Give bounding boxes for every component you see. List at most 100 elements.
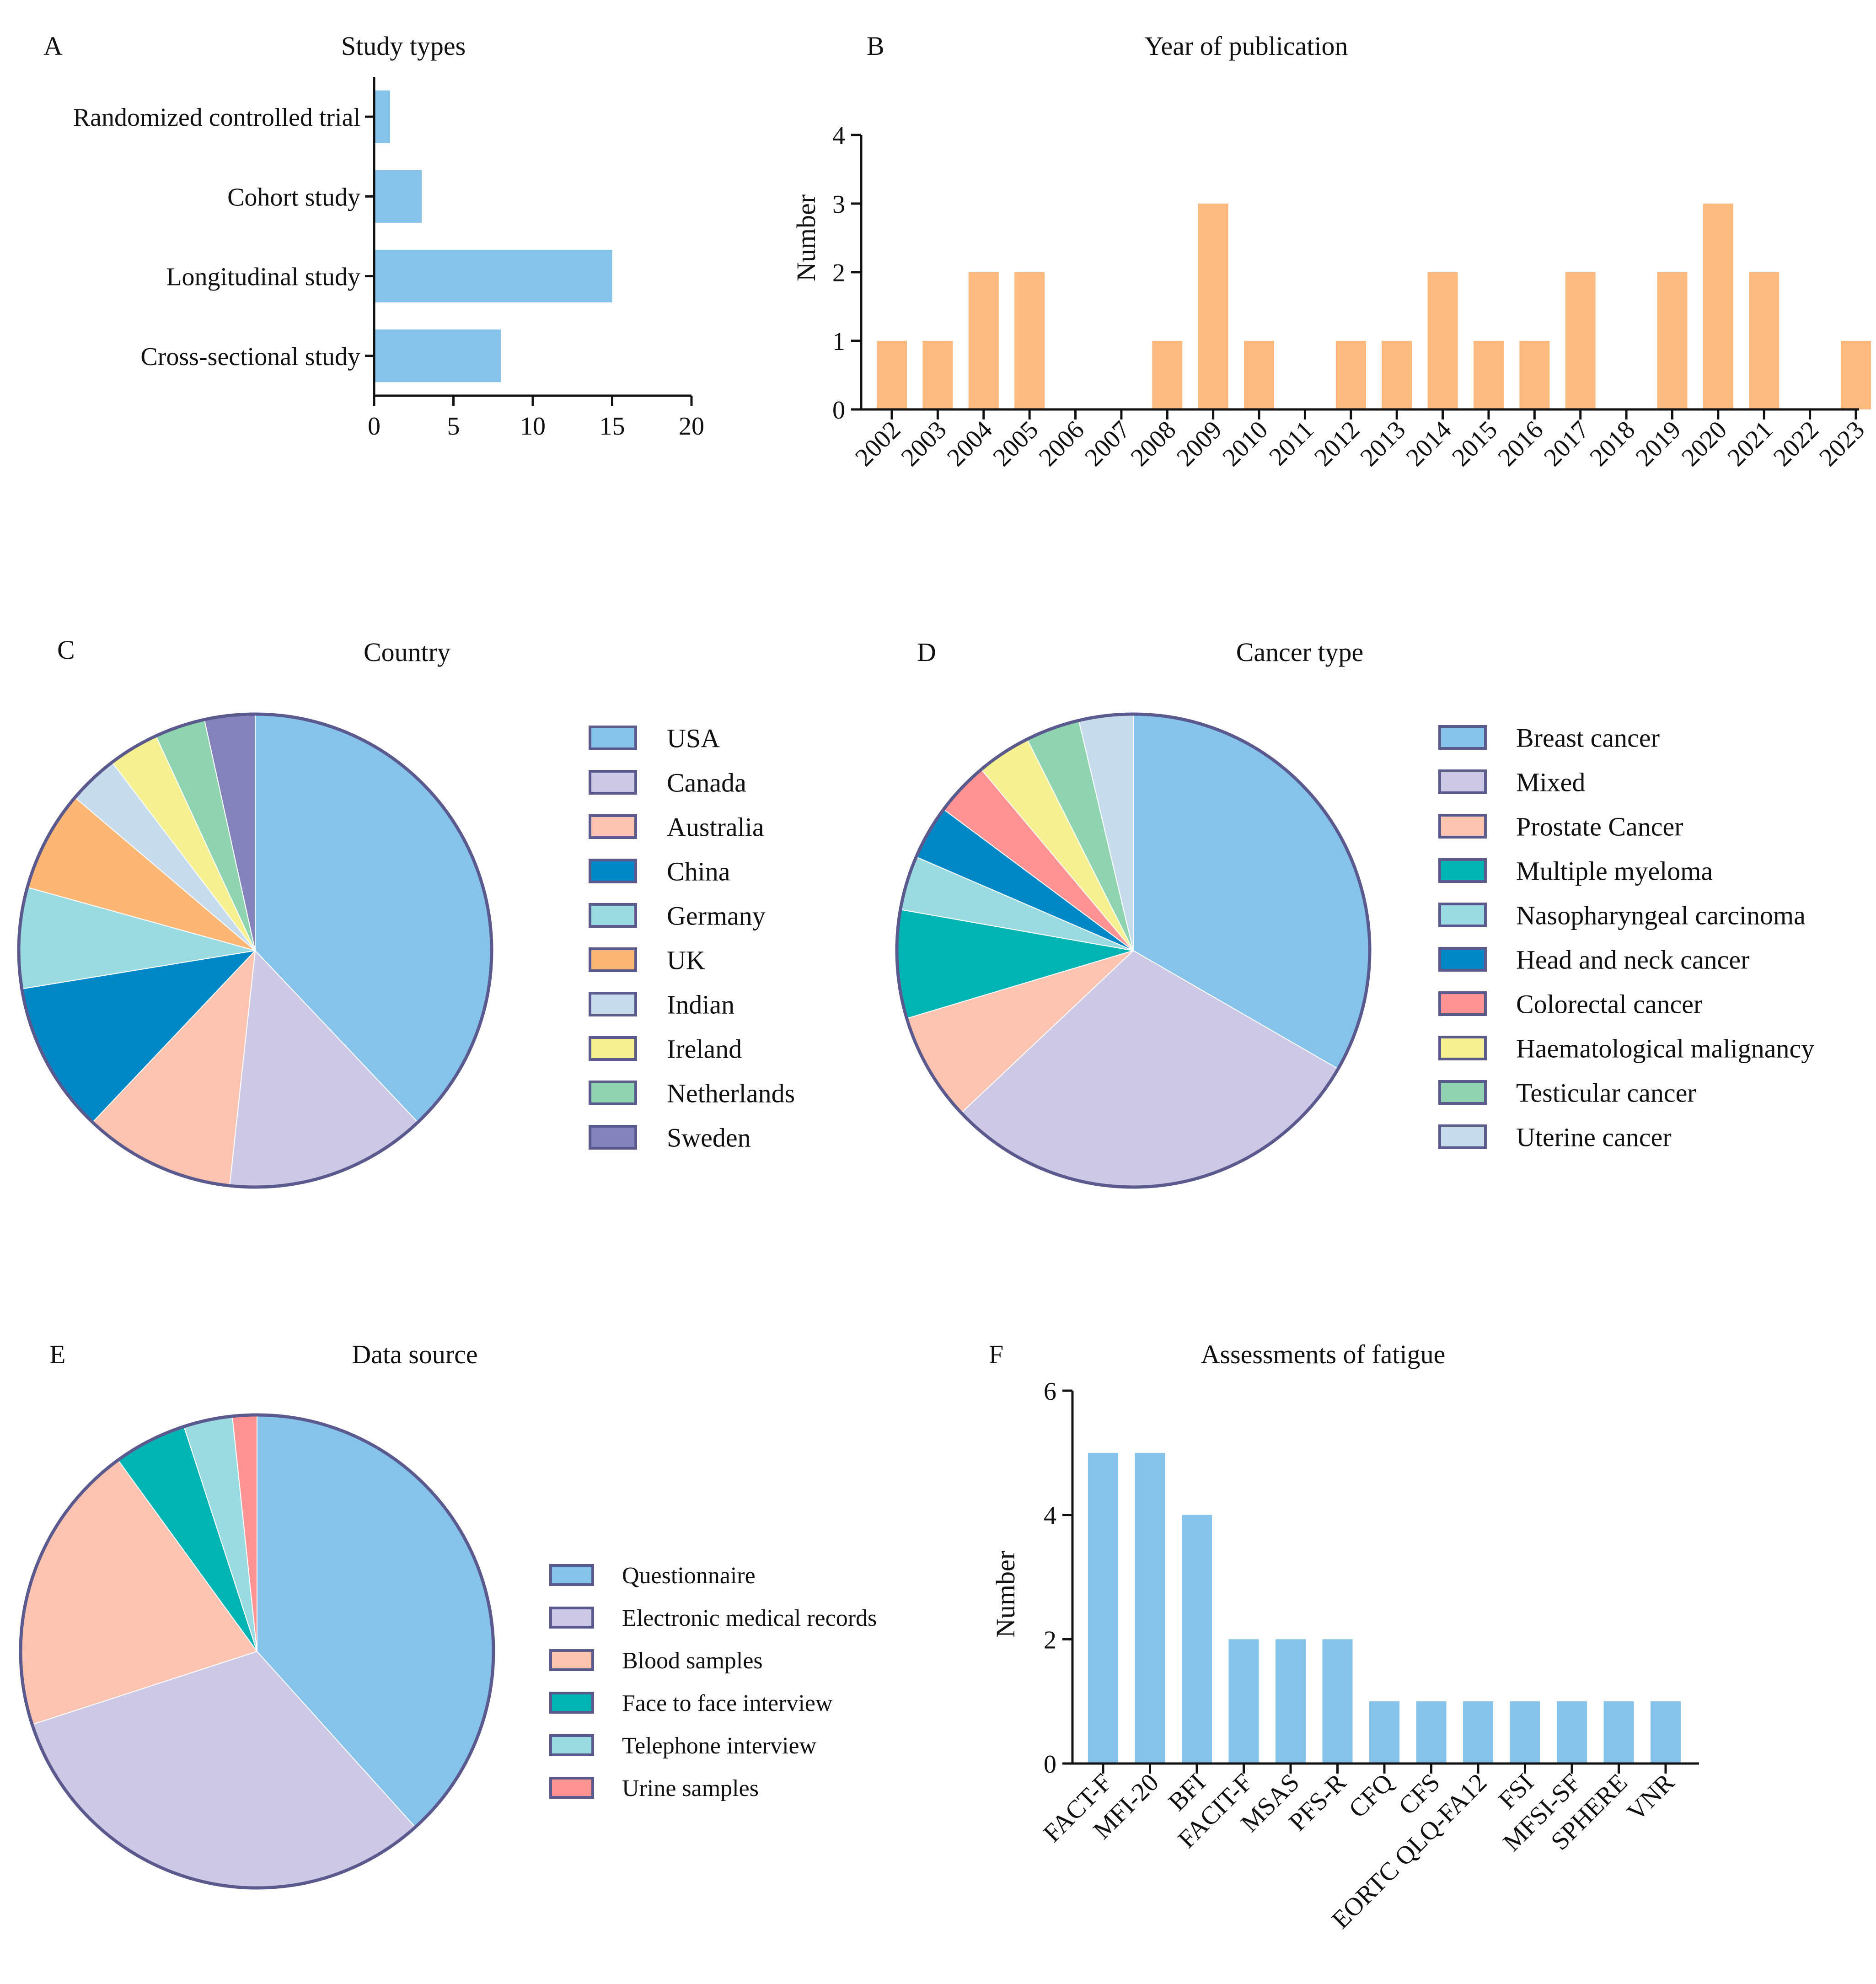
- y-tick-label: 2: [1044, 1626, 1056, 1654]
- legend-swatch-multiple-myeloma: [1438, 858, 1487, 883]
- legend-label-netherlands: Netherlands: [667, 1078, 795, 1108]
- x-tick-label: 2010: [1217, 415, 1273, 472]
- legend-label-face-to-face-interview: Face to face interview: [622, 1690, 833, 1716]
- bar-mfsi-sf: [1557, 1701, 1587, 1764]
- y-tick-label: 6: [1044, 1377, 1056, 1406]
- y-tick-label: 0: [1044, 1750, 1056, 1779]
- bar-2019: [1657, 272, 1688, 409]
- category-label: Randomized controlled trial: [73, 103, 360, 132]
- bar-sphere: [1603, 1701, 1634, 1764]
- pie-outline: [895, 712, 1372, 1189]
- bar-2015: [1473, 341, 1504, 409]
- legend-label-testicular-cancer: Testicular cancer: [1516, 1078, 1696, 1108]
- legend-label-uk: UK: [667, 945, 705, 975]
- legend-swatch-head-and-neck-cancer: [1438, 947, 1487, 972]
- x-tick-label: CFQ: [1343, 1768, 1399, 1823]
- legend-label-telephone-interview: Telephone interview: [622, 1733, 817, 1759]
- legend-swatch-usa: [589, 726, 637, 750]
- bar-pfs-r: [1322, 1639, 1353, 1764]
- x-tick-label: 5: [447, 412, 460, 441]
- panel-e-title: Data source: [352, 1339, 477, 1369]
- bar-randomized-controlled-trial: [374, 90, 390, 143]
- legend-label-prostate-cancer: Prostate Cancer: [1516, 812, 1683, 841]
- legend-swatch-germany: [589, 903, 637, 928]
- legend-swatch-mixed: [1438, 769, 1487, 794]
- legend-label-breast-cancer: Breast cancer: [1516, 723, 1660, 753]
- x-tick-label: 2013: [1355, 415, 1411, 472]
- bar-2003: [922, 341, 953, 409]
- panel-a-letter: A: [43, 31, 63, 61]
- legend-swatch-telephone-interview: [549, 1734, 594, 1756]
- legend-label-ireland: Ireland: [667, 1034, 742, 1064]
- legend-label-electronic-medical-records: Electronic medical records: [622, 1605, 877, 1631]
- x-tick-label: 2014: [1401, 415, 1457, 472]
- legend-swatch-canada: [589, 770, 637, 795]
- legend-swatch-sweden: [589, 1125, 637, 1150]
- x-tick-label: 2005: [987, 415, 1044, 472]
- legend-label-china: China: [667, 856, 730, 886]
- chart-country: USA Canada Australia China Germany UK Indian Ir…: [17, 712, 795, 1189]
- panel-e-letter: E: [49, 1339, 65, 1369]
- bar-cohort-study: [374, 170, 422, 223]
- legend-label-canada: Canada: [667, 768, 746, 797]
- x-tick-label: 0: [368, 412, 381, 441]
- bar-2023: [1841, 341, 1871, 409]
- x-tick-label: 2019: [1630, 415, 1687, 472]
- panel-f-title: Assessments of fatigue: [1201, 1339, 1446, 1369]
- x-tick-label: 2016: [1492, 415, 1549, 472]
- bar-2020: [1703, 204, 1733, 409]
- panel-b-letter: B: [867, 31, 884, 61]
- x-tick-label: 20: [679, 412, 704, 441]
- x-tick-label: 2021: [1722, 415, 1778, 472]
- legend-label-uterine-cancer: Uterine cancer: [1516, 1122, 1672, 1152]
- legend-label-germany: Germany: [667, 901, 766, 930]
- legend-label-questionnaire: Questionnaire: [622, 1563, 756, 1589]
- chart-data-source: Questionnaire Electronic medical records B…: [19, 1413, 877, 1890]
- chart-assessments-of-fatigue: FACT-FMFI-20BFIFACIT-FMSASPFS-RCFQCFSEOR…: [1038, 1377, 1699, 1934]
- bar-eortc-qlq-fa12: [1463, 1701, 1493, 1764]
- bar-cfs: [1416, 1701, 1447, 1764]
- panel-a-title: Study types: [341, 31, 466, 61]
- legend-label-haematological-malignancy: Haematological malignancy: [1516, 1033, 1814, 1063]
- legend-label-usa: USA: [667, 723, 720, 753]
- pie-outline: [17, 712, 493, 1189]
- x-tick-label: 2004: [942, 415, 998, 472]
- x-tick-label: 2008: [1125, 415, 1181, 472]
- legend-swatch-blood-samples: [549, 1649, 594, 1671]
- legend-swatch-prostate-cancer: [1438, 814, 1487, 839]
- panel-d-title: Cancer type: [1236, 637, 1364, 667]
- bar-2014: [1427, 272, 1458, 409]
- panel-f-letter: F: [989, 1339, 1003, 1369]
- bar-2010: [1244, 341, 1275, 409]
- legend-swatch-breast-cancer: [1438, 725, 1487, 750]
- x-tick-label: VNR: [1622, 1768, 1680, 1827]
- y-tick-label: 2: [832, 259, 845, 287]
- legend-swatch-testicular-cancer: [1438, 1080, 1487, 1105]
- x-tick-label: 2012: [1309, 415, 1365, 472]
- legend-label-multiple-myeloma: Multiple myeloma: [1516, 856, 1713, 886]
- x-tick-label: 2009: [1171, 415, 1227, 472]
- bar-msas: [1276, 1639, 1306, 1764]
- bar-2012: [1335, 341, 1366, 409]
- x-tick-label: 2003: [896, 415, 952, 472]
- bar-fact-f: [1088, 1452, 1118, 1764]
- panel-d-letter: D: [917, 637, 936, 667]
- panel-b-title: Year of publication: [1144, 31, 1348, 61]
- legend-label-mixed: Mixed: [1516, 767, 1585, 797]
- y-tick-label: 4: [832, 122, 845, 150]
- x-tick-label: 2011: [1264, 415, 1319, 471]
- legend-label-nasopharyngeal-carcinoma: Nasopharyngeal carcinoma: [1516, 900, 1806, 930]
- legend-swatch-china: [589, 859, 637, 883]
- bar-bfi: [1182, 1515, 1212, 1764]
- panel-c-title: Country: [364, 637, 450, 667]
- category-label: Cross-sectional study: [140, 343, 360, 371]
- x-tick-label: 2017: [1538, 415, 1595, 472]
- bar-2013: [1382, 341, 1412, 409]
- panel-f-ylabel: Number: [991, 1551, 1020, 1638]
- x-tick-label: 2015: [1447, 415, 1503, 472]
- legend-swatch-electronic-medical-records: [549, 1607, 594, 1629]
- legend-label-blood-samples: Blood samples: [622, 1648, 763, 1674]
- legend-label-head-and-neck-cancer: Head and neck cancer: [1516, 945, 1749, 974]
- legend-label-sweden: Sweden: [667, 1123, 751, 1152]
- bar-cross-sectional-study: [374, 329, 501, 382]
